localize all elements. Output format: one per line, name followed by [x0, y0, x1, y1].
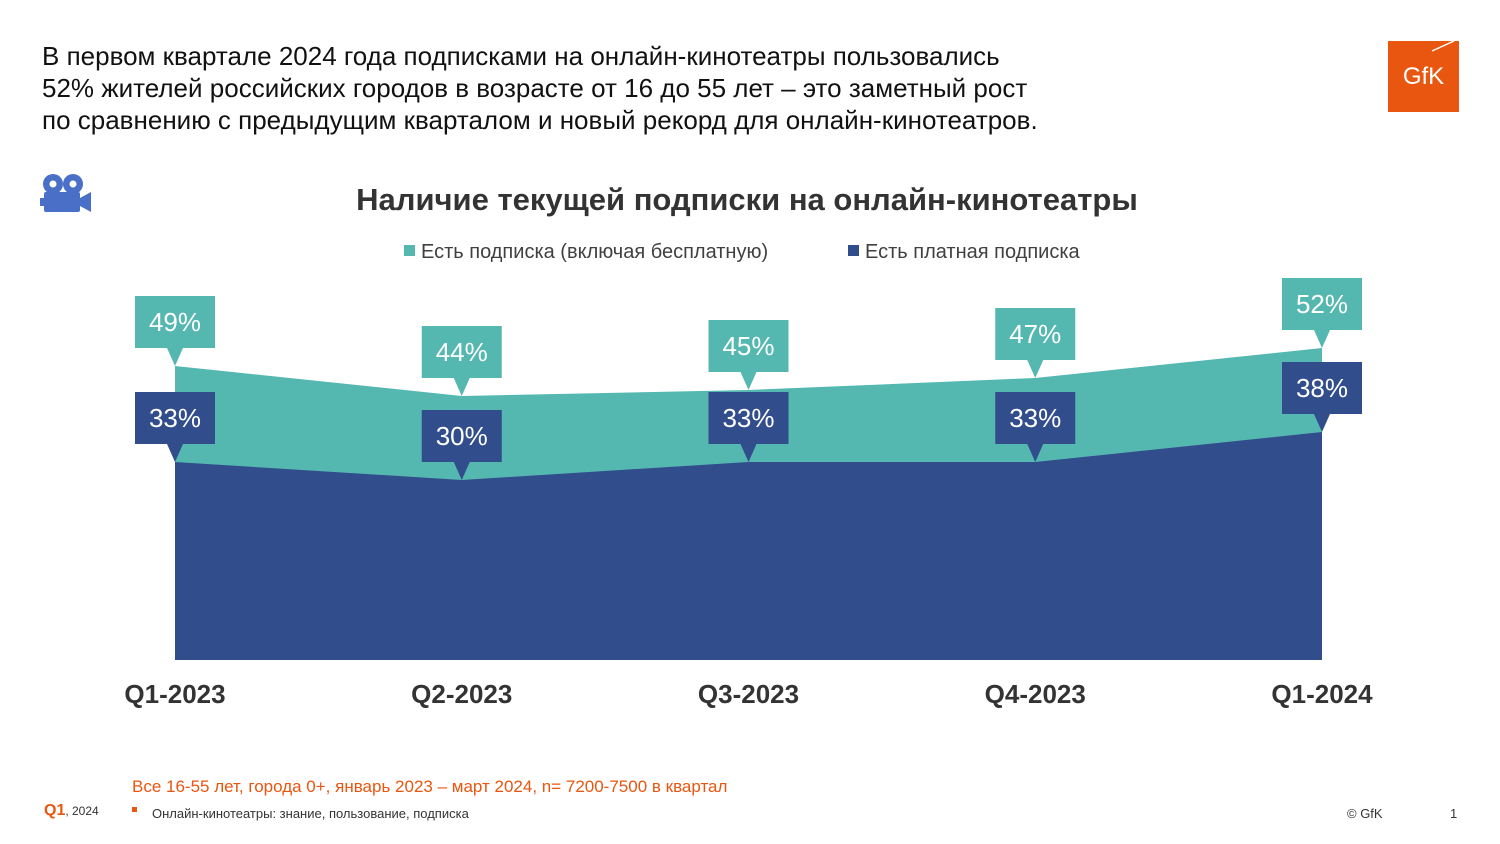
data-label-total-1-box	[421, 326, 502, 396]
gfk-logo-background	[1388, 41, 1459, 112]
headline: В первом квартале 2024 года подписками н…	[42, 40, 1242, 136]
chart-legend: Есть подписка (включая бесплатную) Есть …	[0, 241, 1500, 265]
data-label-paid-4-text: 38%	[1296, 373, 1348, 403]
data-label-paid-2-text: 33%	[722, 403, 774, 433]
data-label-paid-2-box	[708, 392, 789, 462]
copyright: © GfK	[1347, 806, 1383, 821]
legend-item-total: Есть подписка (включая бесплатную)	[404, 241, 768, 264]
data-label-total-4-box	[1282, 278, 1362, 348]
footer-year: , 2024	[65, 804, 99, 818]
data-label-total-1: 44%	[421, 326, 502, 396]
data-label-total-3: 47%	[995, 308, 1076, 378]
data-label-total-3-box	[995, 308, 1076, 378]
data-label-paid-4: 38%	[1282, 362, 1362, 432]
footnote: Все 16-55 лет, города 0+, январь 2023 – …	[132, 777, 728, 796]
data-label-paid-1-text: 30%	[436, 421, 488, 451]
gfk-logo-stroke	[1431, 41, 1455, 52]
data-label-total-2-box	[708, 320, 789, 390]
data-label-paid-1: 30%	[421, 410, 502, 480]
film-camera-icon	[40, 174, 91, 212]
x-tick-label-0: Q1-2023	[124, 679, 225, 709]
data-label-paid-3-box	[995, 392, 1076, 462]
chart-title: Наличие текущей подписки на онлайн-кинот…	[0, 182, 1500, 218]
x-tick-label-4: Q1-2024	[1271, 679, 1373, 709]
gfk-logo: GfK	[1388, 41, 1459, 112]
legend-label-total: Есть подписка (включая бесплатную)	[421, 241, 769, 263]
data-label-total-1-text: 44%	[436, 337, 488, 367]
data-label-paid-2: 33%	[708, 392, 789, 462]
data-label-paid-0-box	[135, 392, 215, 462]
headline-line-2: 52% жителей российских городов в возраст…	[42, 73, 1028, 103]
legend-swatch-total	[404, 245, 415, 256]
data-label-total-4: 52%	[1282, 278, 1362, 348]
x-tick-label-2: Q3-2023	[698, 679, 799, 709]
legend-item-paid: Есть платная подписка	[848, 241, 1080, 264]
chart-title-text: Наличие текущей подписки на онлайн-кинот…	[356, 182, 1138, 217]
data-label-total-2: 45%	[708, 320, 789, 390]
data-label-total-3-text: 47%	[1009, 319, 1061, 349]
data-label-paid-3-text: 33%	[1009, 403, 1061, 433]
legend-label-paid: Есть платная подписка	[865, 241, 1080, 263]
data-label-paid-0-text: 33%	[149, 403, 201, 433]
legend-swatch-paid	[848, 245, 859, 256]
data-label-total-2-text: 45%	[722, 331, 774, 361]
footer-quarter: Q1	[44, 802, 66, 819]
data-label-total-0-text: 49%	[149, 307, 201, 337]
area-series-paid	[175, 432, 1322, 660]
x-tick-label-1: Q2-2023	[411, 679, 512, 709]
data-label-paid-1-box	[421, 410, 502, 480]
data-label-paid-0: 33%	[135, 392, 215, 462]
footer-bullet	[132, 807, 137, 812]
footer-source: Онлайн-кинотеатры: знание, пользование, …	[152, 806, 469, 821]
gfk-logo-text: GfK	[1403, 63, 1444, 90]
x-tick-label-3: Q4-2023	[985, 679, 1086, 709]
data-label-total-0-box	[135, 296, 215, 366]
data-label-total-4-text: 52%	[1296, 289, 1348, 319]
data-label-paid-3: 33%	[995, 392, 1076, 462]
headline-line-3: по сравнению с предыдущим кварталом и но…	[42, 105, 1038, 135]
page-number: 1	[1450, 806, 1458, 821]
headline-line-1: В первом квартале 2024 года подписками н…	[42, 41, 1000, 71]
data-label-total-0: 49%	[135, 296, 215, 366]
data-label-paid-4-box	[1282, 362, 1362, 432]
footer-period: Q1, 2024	[44, 802, 99, 820]
